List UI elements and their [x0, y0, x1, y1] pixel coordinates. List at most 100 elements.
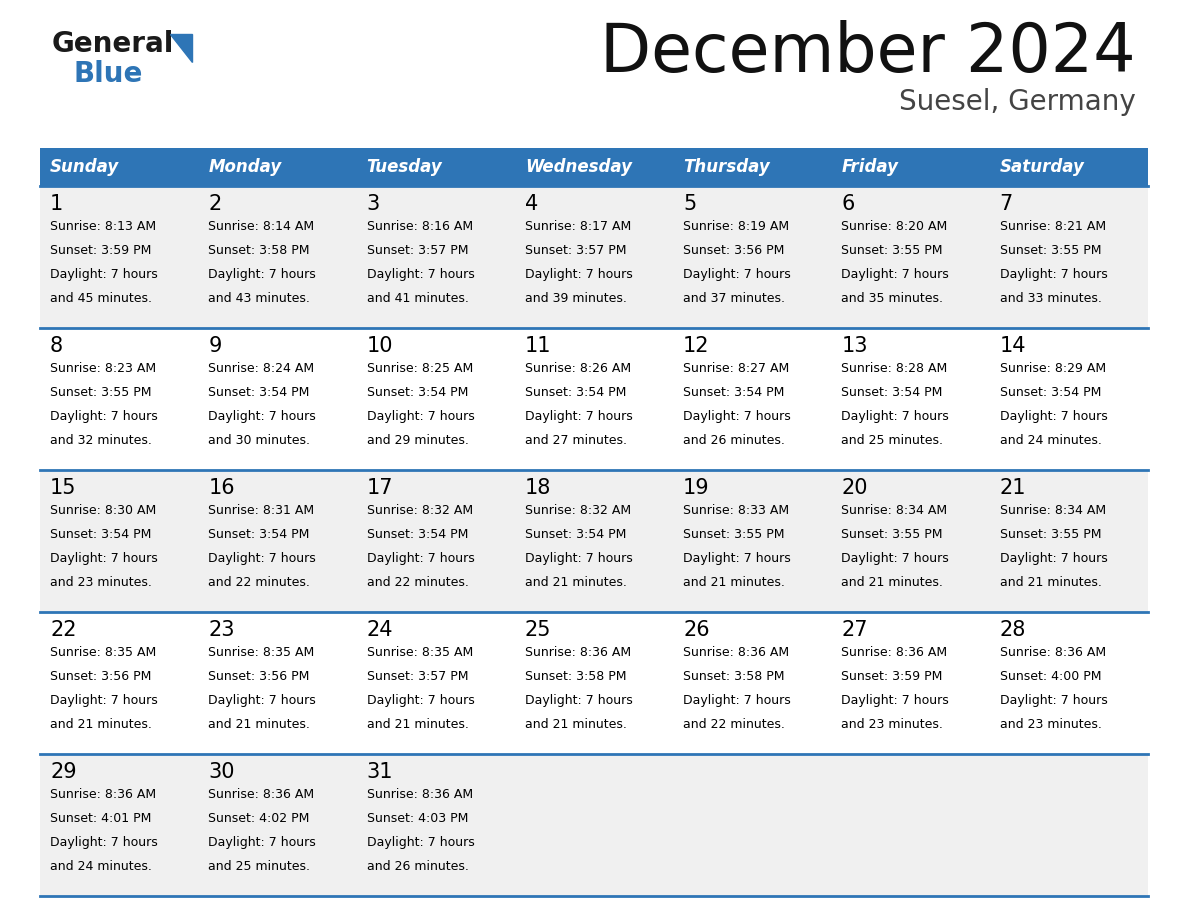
Text: December 2024: December 2024 [600, 20, 1136, 86]
Text: 19: 19 [683, 478, 709, 498]
Text: Sunset: 3:54 PM: Sunset: 3:54 PM [525, 528, 626, 541]
Text: 22: 22 [50, 620, 76, 640]
Text: Daylight: 7 hours: Daylight: 7 hours [525, 694, 632, 707]
Text: Daylight: 7 hours: Daylight: 7 hours [1000, 410, 1107, 423]
Text: 28: 28 [1000, 620, 1026, 640]
Text: Sunday: Sunday [50, 158, 119, 176]
Text: Sunrise: 8:36 AM: Sunrise: 8:36 AM [208, 788, 315, 801]
Text: 16: 16 [208, 478, 235, 498]
Text: Sunset: 4:03 PM: Sunset: 4:03 PM [367, 812, 468, 825]
Text: 17: 17 [367, 478, 393, 498]
Text: Sunset: 3:56 PM: Sunset: 3:56 PM [208, 670, 310, 683]
Text: Sunset: 3:55 PM: Sunset: 3:55 PM [1000, 528, 1101, 541]
Text: Sunrise: 8:24 AM: Sunrise: 8:24 AM [208, 362, 315, 375]
Text: Sunrise: 8:36 AM: Sunrise: 8:36 AM [525, 646, 631, 659]
Text: Daylight: 7 hours: Daylight: 7 hours [50, 268, 158, 281]
Text: 13: 13 [841, 336, 868, 356]
Text: Sunset: 3:55 PM: Sunset: 3:55 PM [50, 386, 152, 399]
Text: and 21 minutes.: and 21 minutes. [1000, 576, 1101, 589]
Text: and 21 minutes.: and 21 minutes. [367, 718, 468, 731]
Text: and 21 minutes.: and 21 minutes. [50, 718, 152, 731]
Text: Daylight: 7 hours: Daylight: 7 hours [525, 552, 632, 565]
Text: Sunrise: 8:32 AM: Sunrise: 8:32 AM [525, 504, 631, 517]
Text: 30: 30 [208, 762, 235, 782]
Text: Sunset: 3:54 PM: Sunset: 3:54 PM [208, 386, 310, 399]
Text: Sunset: 3:59 PM: Sunset: 3:59 PM [841, 670, 943, 683]
Text: Sunset: 3:54 PM: Sunset: 3:54 PM [367, 386, 468, 399]
Text: Sunrise: 8:32 AM: Sunrise: 8:32 AM [367, 504, 473, 517]
Text: 25: 25 [525, 620, 551, 640]
Text: Thursday: Thursday [683, 158, 770, 176]
Text: Sunset: 3:59 PM: Sunset: 3:59 PM [50, 244, 151, 257]
Text: and 26 minutes.: and 26 minutes. [367, 860, 468, 873]
Text: Sunrise: 8:35 AM: Sunrise: 8:35 AM [50, 646, 157, 659]
Text: Daylight: 7 hours: Daylight: 7 hours [683, 268, 791, 281]
Text: Sunrise: 8:30 AM: Sunrise: 8:30 AM [50, 504, 157, 517]
Text: Sunrise: 8:23 AM: Sunrise: 8:23 AM [50, 362, 156, 375]
Text: Sunset: 3:55 PM: Sunset: 3:55 PM [1000, 244, 1101, 257]
Text: Daylight: 7 hours: Daylight: 7 hours [50, 410, 158, 423]
Text: Saturday: Saturday [1000, 158, 1085, 176]
Text: and 21 minutes.: and 21 minutes. [525, 576, 627, 589]
Text: and 22 minutes.: and 22 minutes. [683, 718, 785, 731]
Text: and 22 minutes.: and 22 minutes. [367, 576, 468, 589]
Text: Daylight: 7 hours: Daylight: 7 hours [1000, 268, 1107, 281]
Text: Sunset: 3:57 PM: Sunset: 3:57 PM [367, 244, 468, 257]
Text: Sunrise: 8:35 AM: Sunrise: 8:35 AM [208, 646, 315, 659]
Text: 23: 23 [208, 620, 235, 640]
Text: and 33 minutes.: and 33 minutes. [1000, 292, 1101, 305]
Text: Sunrise: 8:34 AM: Sunrise: 8:34 AM [1000, 504, 1106, 517]
Text: Sunset: 3:56 PM: Sunset: 3:56 PM [683, 244, 784, 257]
Text: Daylight: 7 hours: Daylight: 7 hours [1000, 552, 1107, 565]
Text: Sunrise: 8:36 AM: Sunrise: 8:36 AM [841, 646, 948, 659]
Text: Sunrise: 8:17 AM: Sunrise: 8:17 AM [525, 220, 631, 233]
Text: Daylight: 7 hours: Daylight: 7 hours [208, 694, 316, 707]
Text: Sunset: 3:54 PM: Sunset: 3:54 PM [683, 386, 784, 399]
Text: Sunrise: 8:28 AM: Sunrise: 8:28 AM [841, 362, 948, 375]
Text: Sunset: 3:55 PM: Sunset: 3:55 PM [683, 528, 784, 541]
Text: Sunrise: 8:26 AM: Sunrise: 8:26 AM [525, 362, 631, 375]
Text: Suesel, Germany: Suesel, Germany [899, 88, 1136, 116]
Text: and 35 minutes.: and 35 minutes. [841, 292, 943, 305]
Text: and 26 minutes.: and 26 minutes. [683, 434, 785, 447]
Text: Sunset: 3:54 PM: Sunset: 3:54 PM [1000, 386, 1101, 399]
Text: Sunset: 3:54 PM: Sunset: 3:54 PM [50, 528, 151, 541]
Text: 20: 20 [841, 478, 868, 498]
Text: Daylight: 7 hours: Daylight: 7 hours [367, 694, 474, 707]
Text: Daylight: 7 hours: Daylight: 7 hours [841, 552, 949, 565]
Text: and 25 minutes.: and 25 minutes. [841, 434, 943, 447]
Text: Daylight: 7 hours: Daylight: 7 hours [208, 410, 316, 423]
Text: Sunset: 3:54 PM: Sunset: 3:54 PM [525, 386, 626, 399]
Text: Daylight: 7 hours: Daylight: 7 hours [367, 552, 474, 565]
Text: Sunrise: 8:16 AM: Sunrise: 8:16 AM [367, 220, 473, 233]
Text: Sunset: 4:01 PM: Sunset: 4:01 PM [50, 812, 151, 825]
Text: Sunrise: 8:35 AM: Sunrise: 8:35 AM [367, 646, 473, 659]
Text: and 21 minutes.: and 21 minutes. [841, 576, 943, 589]
Text: and 41 minutes.: and 41 minutes. [367, 292, 468, 305]
Text: Sunrise: 8:36 AM: Sunrise: 8:36 AM [1000, 646, 1106, 659]
Text: Blue: Blue [74, 60, 144, 88]
Text: and 23 minutes.: and 23 minutes. [1000, 718, 1101, 731]
Text: Daylight: 7 hours: Daylight: 7 hours [50, 836, 158, 849]
Text: 26: 26 [683, 620, 709, 640]
Bar [40, 148, 1148, 186]
Text: Sunset: 3:58 PM: Sunset: 3:58 PM [683, 670, 784, 683]
Text: Sunrise: 8:36 AM: Sunrise: 8:36 AM [683, 646, 789, 659]
Text: Daylight: 7 hours: Daylight: 7 hours [367, 268, 474, 281]
Text: 3: 3 [367, 194, 380, 214]
Text: 6: 6 [841, 194, 855, 214]
Text: Monday: Monday [208, 158, 282, 176]
Text: Sunrise: 8:19 AM: Sunrise: 8:19 AM [683, 220, 789, 233]
Text: Sunrise: 8:29 AM: Sunrise: 8:29 AM [1000, 362, 1106, 375]
Text: and 30 minutes.: and 30 minutes. [208, 434, 310, 447]
Text: Daylight: 7 hours: Daylight: 7 hours [208, 836, 316, 849]
Text: Daylight: 7 hours: Daylight: 7 hours [841, 410, 949, 423]
Bar [40, 612, 1148, 754]
Text: 24: 24 [367, 620, 393, 640]
Text: Sunset: 3:58 PM: Sunset: 3:58 PM [208, 244, 310, 257]
Text: and 37 minutes.: and 37 minutes. [683, 292, 785, 305]
Text: 8: 8 [50, 336, 63, 356]
Text: 27: 27 [841, 620, 868, 640]
Text: Daylight: 7 hours: Daylight: 7 hours [50, 694, 158, 707]
Text: and 21 minutes.: and 21 minutes. [525, 718, 627, 731]
